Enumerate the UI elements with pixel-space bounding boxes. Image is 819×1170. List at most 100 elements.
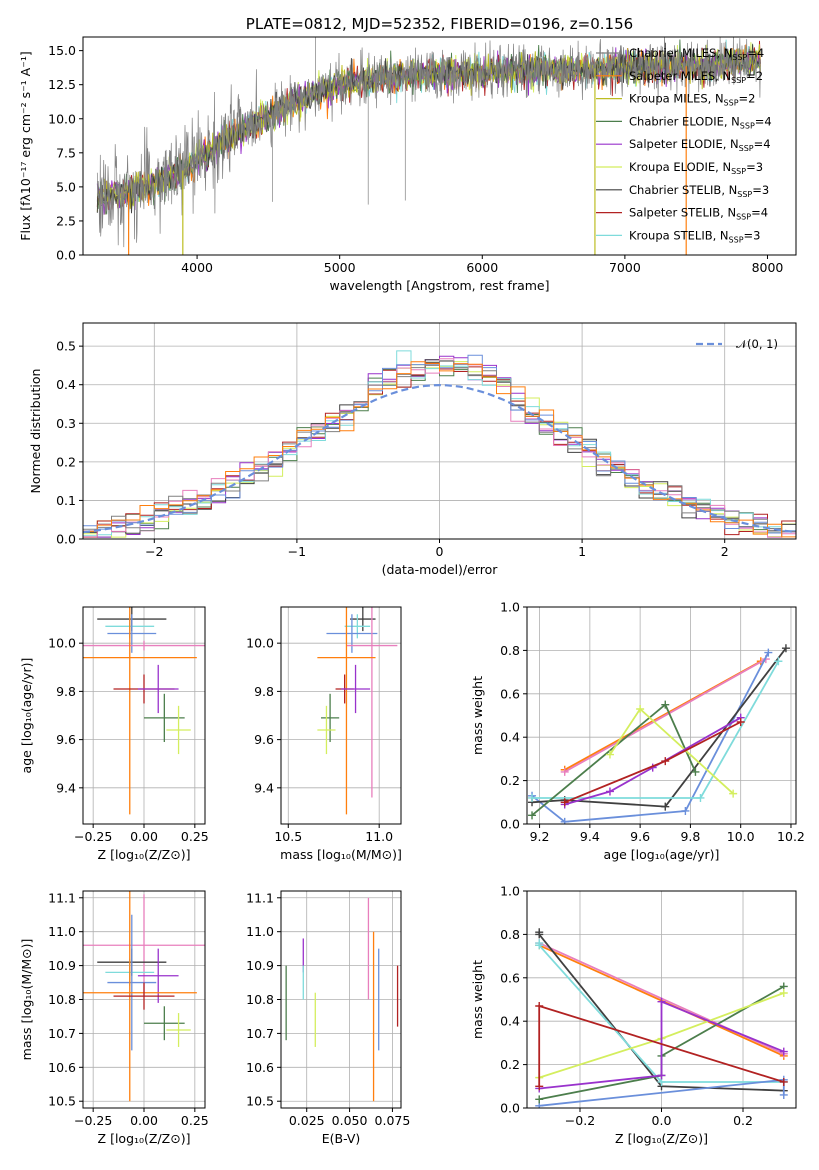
x-tick-label: −2 (145, 544, 163, 559)
weight-marker (657, 997, 666, 1006)
gridlines (281, 891, 401, 1108)
x-tick-label: 0 (436, 544, 444, 559)
y-tick-label: 0.5 (56, 339, 76, 354)
x-axis-label: Z [log₁₀(Z/Z⊙)] (98, 1131, 191, 1146)
x-tick-label: 4000 (181, 260, 213, 275)
error-bar-point (113, 982, 175, 1010)
error-bar-point (317, 607, 376, 815)
legend-label: Chabrier MILES, NSSP=4 (629, 46, 764, 62)
y-tick-label: 10.5 (246, 1094, 274, 1109)
y-tick-label: 10.5 (48, 1094, 76, 1109)
x-tick-label: 0.0 (652, 1113, 672, 1128)
y-tick-label: 0.8 (500, 927, 520, 942)
y-tick-label: 12.5 (48, 77, 76, 92)
mass-weight-vs-age-panel: 9.2 9.4 9.6 9.8 10.0 10.2 0.0 0.2 0.4 0.6 0.8 1.0 ag… (470, 600, 805, 863)
error-bar-point (344, 614, 371, 639)
y-tick-label: 9.8 (254, 684, 274, 699)
x-axis-label: mass [log₁₀(M/M⊙)] (280, 847, 402, 862)
x-tick-label: 0.25 (181, 829, 209, 844)
y-tick-label: 9.6 (56, 732, 76, 747)
weight-marker (560, 817, 569, 824)
weight-marker (779, 1047, 788, 1056)
mass-weight-vs-metallicity-panel: −0.2 0.0 0.2 0.0 0.2 0.4 0.6 0.8 1.0 Z [log₁₀(Z/Z… (470, 884, 797, 1146)
y-tick-label: 11.0 (48, 924, 76, 939)
axes-frame (526, 606, 797, 825)
x-tick-label: 10.0 (727, 829, 755, 844)
weight-series-7 (564, 716, 742, 806)
weight-marker (661, 757, 670, 766)
x-axis-label: Z [log₁₀(Z/Z⊙)] (98, 847, 191, 862)
observed-spectrum (96, 37, 761, 248)
weight-marker (764, 648, 773, 657)
weight-marker (560, 798, 569, 807)
error-bar-point (137, 664, 179, 714)
plot-area (528, 644, 790, 824)
weight-marker (661, 700, 670, 709)
y-tick-label: 10.0 (48, 636, 76, 651)
x-tick-label: 10.5 (274, 829, 302, 844)
x-tick-label: 6000 (466, 260, 498, 275)
weight-series-7 (539, 1000, 785, 1090)
y-tick-label: 9.6 (254, 732, 274, 747)
error-bar-point (83, 640, 205, 651)
y-tick-label: 9.8 (56, 684, 76, 699)
weight-marker (605, 787, 614, 796)
legend: 𝒩(0, 1) (696, 337, 778, 351)
error-bar-point (83, 607, 197, 815)
weight-marker (779, 1077, 788, 1086)
y-tick-label: 0.2 (56, 454, 76, 469)
y-tick-label: 0.3 (56, 416, 76, 431)
y-tick-label: 10.6 (48, 1060, 76, 1075)
legend-label: Kroupa MILES, NSSP=2 (629, 92, 755, 108)
y-tick-label: 11.1 (246, 890, 274, 905)
y-tick-label: 10.7 (246, 1026, 274, 1041)
plot-area (83, 607, 205, 815)
gridlines (281, 607, 401, 824)
y-tick-label: 0.0 (500, 1101, 520, 1116)
y-tick-label: 10.9 (246, 958, 274, 973)
weight-marker (535, 1082, 544, 1091)
error-bar-point (144, 693, 185, 743)
x-tick-label: 9.6 (630, 829, 650, 844)
weight-marker (781, 644, 790, 653)
plot-area (317, 607, 398, 815)
weight-marker (691, 767, 700, 776)
weight-marker (535, 1002, 544, 1011)
legend: Chabrier MILES, NSSP=4 Salpeter MILES, NS… (596, 46, 772, 244)
error-bar-point (317, 705, 336, 755)
y-tick-label: 11.0 (246, 924, 274, 939)
weight-marker (636, 704, 645, 713)
y-tick-label: 0.0 (56, 532, 76, 547)
plot-area (96, 37, 761, 255)
x-tick-label: 0.050 (332, 1113, 368, 1128)
axes-frame (82, 36, 797, 256)
x-axis-label: wavelength [Angstrom, rest frame] (329, 278, 549, 293)
weight-marker (779, 1090, 788, 1099)
x-tick-label: 7000 (609, 260, 641, 275)
weight-series-8 (564, 721, 742, 804)
x-tick-label: 0.025 (289, 1113, 325, 1128)
mass-vs-ebv-panel: 0.025 0.050 0.075 10.5 10.6 10.7 10.8 10.9 11.0 1… (246, 890, 410, 1146)
plot-area (285, 897, 399, 1102)
x-tick-label: 9.8 (680, 829, 700, 844)
weight-marker (560, 767, 569, 776)
x-tick-label: 5000 (324, 260, 356, 275)
error-bar-point (321, 693, 340, 743)
x-tick-label: 0.075 (375, 1113, 411, 1128)
y-tick-label: 0.8 (500, 643, 520, 658)
weight-marker (729, 789, 738, 798)
y-tick-label: 10.7 (48, 1026, 76, 1041)
y-tick-label: 0.6 (500, 970, 520, 985)
weight-marker (528, 811, 537, 820)
x-tick-label: −0.2 (565, 1113, 595, 1128)
y-axis-label: mass [log₁₀(M/M⊙)] (19, 939, 34, 1061)
y-tick-label: 10.9 (48, 958, 76, 973)
weight-marker (661, 802, 670, 811)
y-tick-label: 1.0 (500, 600, 520, 615)
plot-area (83, 350, 796, 538)
plot-area (83, 891, 205, 1102)
error-bar-point (144, 1006, 185, 1041)
legend-label: Salpeter MILES, NSSP=2 (629, 69, 763, 85)
y-tick-label: 10.8 (246, 992, 274, 1007)
